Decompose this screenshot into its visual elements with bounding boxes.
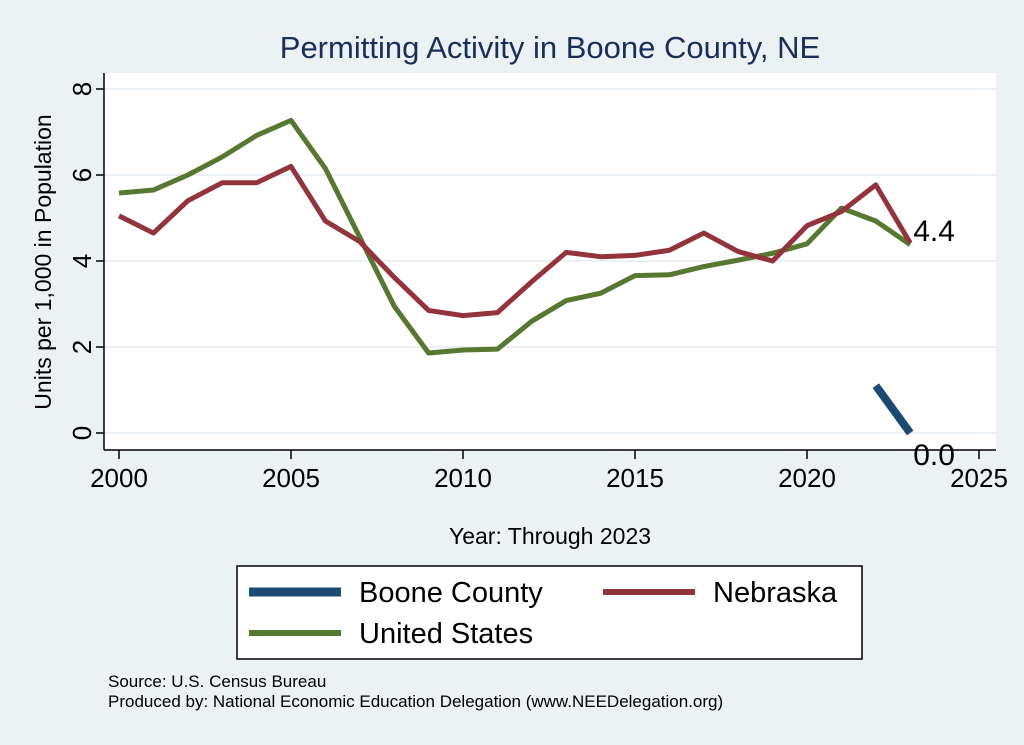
y-axis: 0 2 4 6 8 (67, 73, 105, 450)
x-tick-label: 2005 (262, 463, 320, 493)
chart-title: Permitting Activity in Boone County, NE (280, 30, 820, 65)
legend-box (236, 565, 863, 660)
end-label-nebraska: 4.4 (913, 215, 955, 248)
x-tick-label: 2025 (950, 463, 1008, 493)
legend-label-boone-county: Boone County (359, 577, 543, 609)
x-tick-label: 2010 (434, 463, 492, 493)
x-axis: 2000 2005 2010 2015 2020 2025 (90, 449, 1008, 493)
x-axis-title: Year: Through 2023 (449, 523, 651, 549)
x-tick-label: 2000 (90, 463, 148, 493)
y-tick-label: 0 (67, 426, 97, 440)
legend: Boone County Nebraska United States (236, 565, 863, 660)
y-axis-title: Units per 1,000 in Population (30, 114, 56, 409)
grid (104, 88, 996, 434)
y-tick-label: 6 (67, 168, 97, 182)
y-tick-label: 8 (67, 82, 97, 96)
y-tick-label: 4 (67, 254, 97, 268)
series-line-nebraska (117, 163, 913, 319)
x-tick-label: 2020 (778, 463, 836, 493)
series-line-boone-county (872, 383, 914, 436)
y-tick-label: 2 (67, 340, 97, 354)
produced-by-note: Produced by: National Economic Education… (108, 692, 724, 711)
series-lines (117, 117, 914, 436)
legend-label-nebraska: Nebraska (713, 577, 838, 609)
end-label-boone-county: 0.0 (913, 439, 955, 472)
end-labels: 0.0 4.4 (913, 215, 955, 472)
legend-label-united-states: United States (359, 618, 533, 650)
source-note: Source: U.S. Census Bureau (108, 672, 327, 691)
x-tick-label: 2015 (606, 463, 664, 493)
